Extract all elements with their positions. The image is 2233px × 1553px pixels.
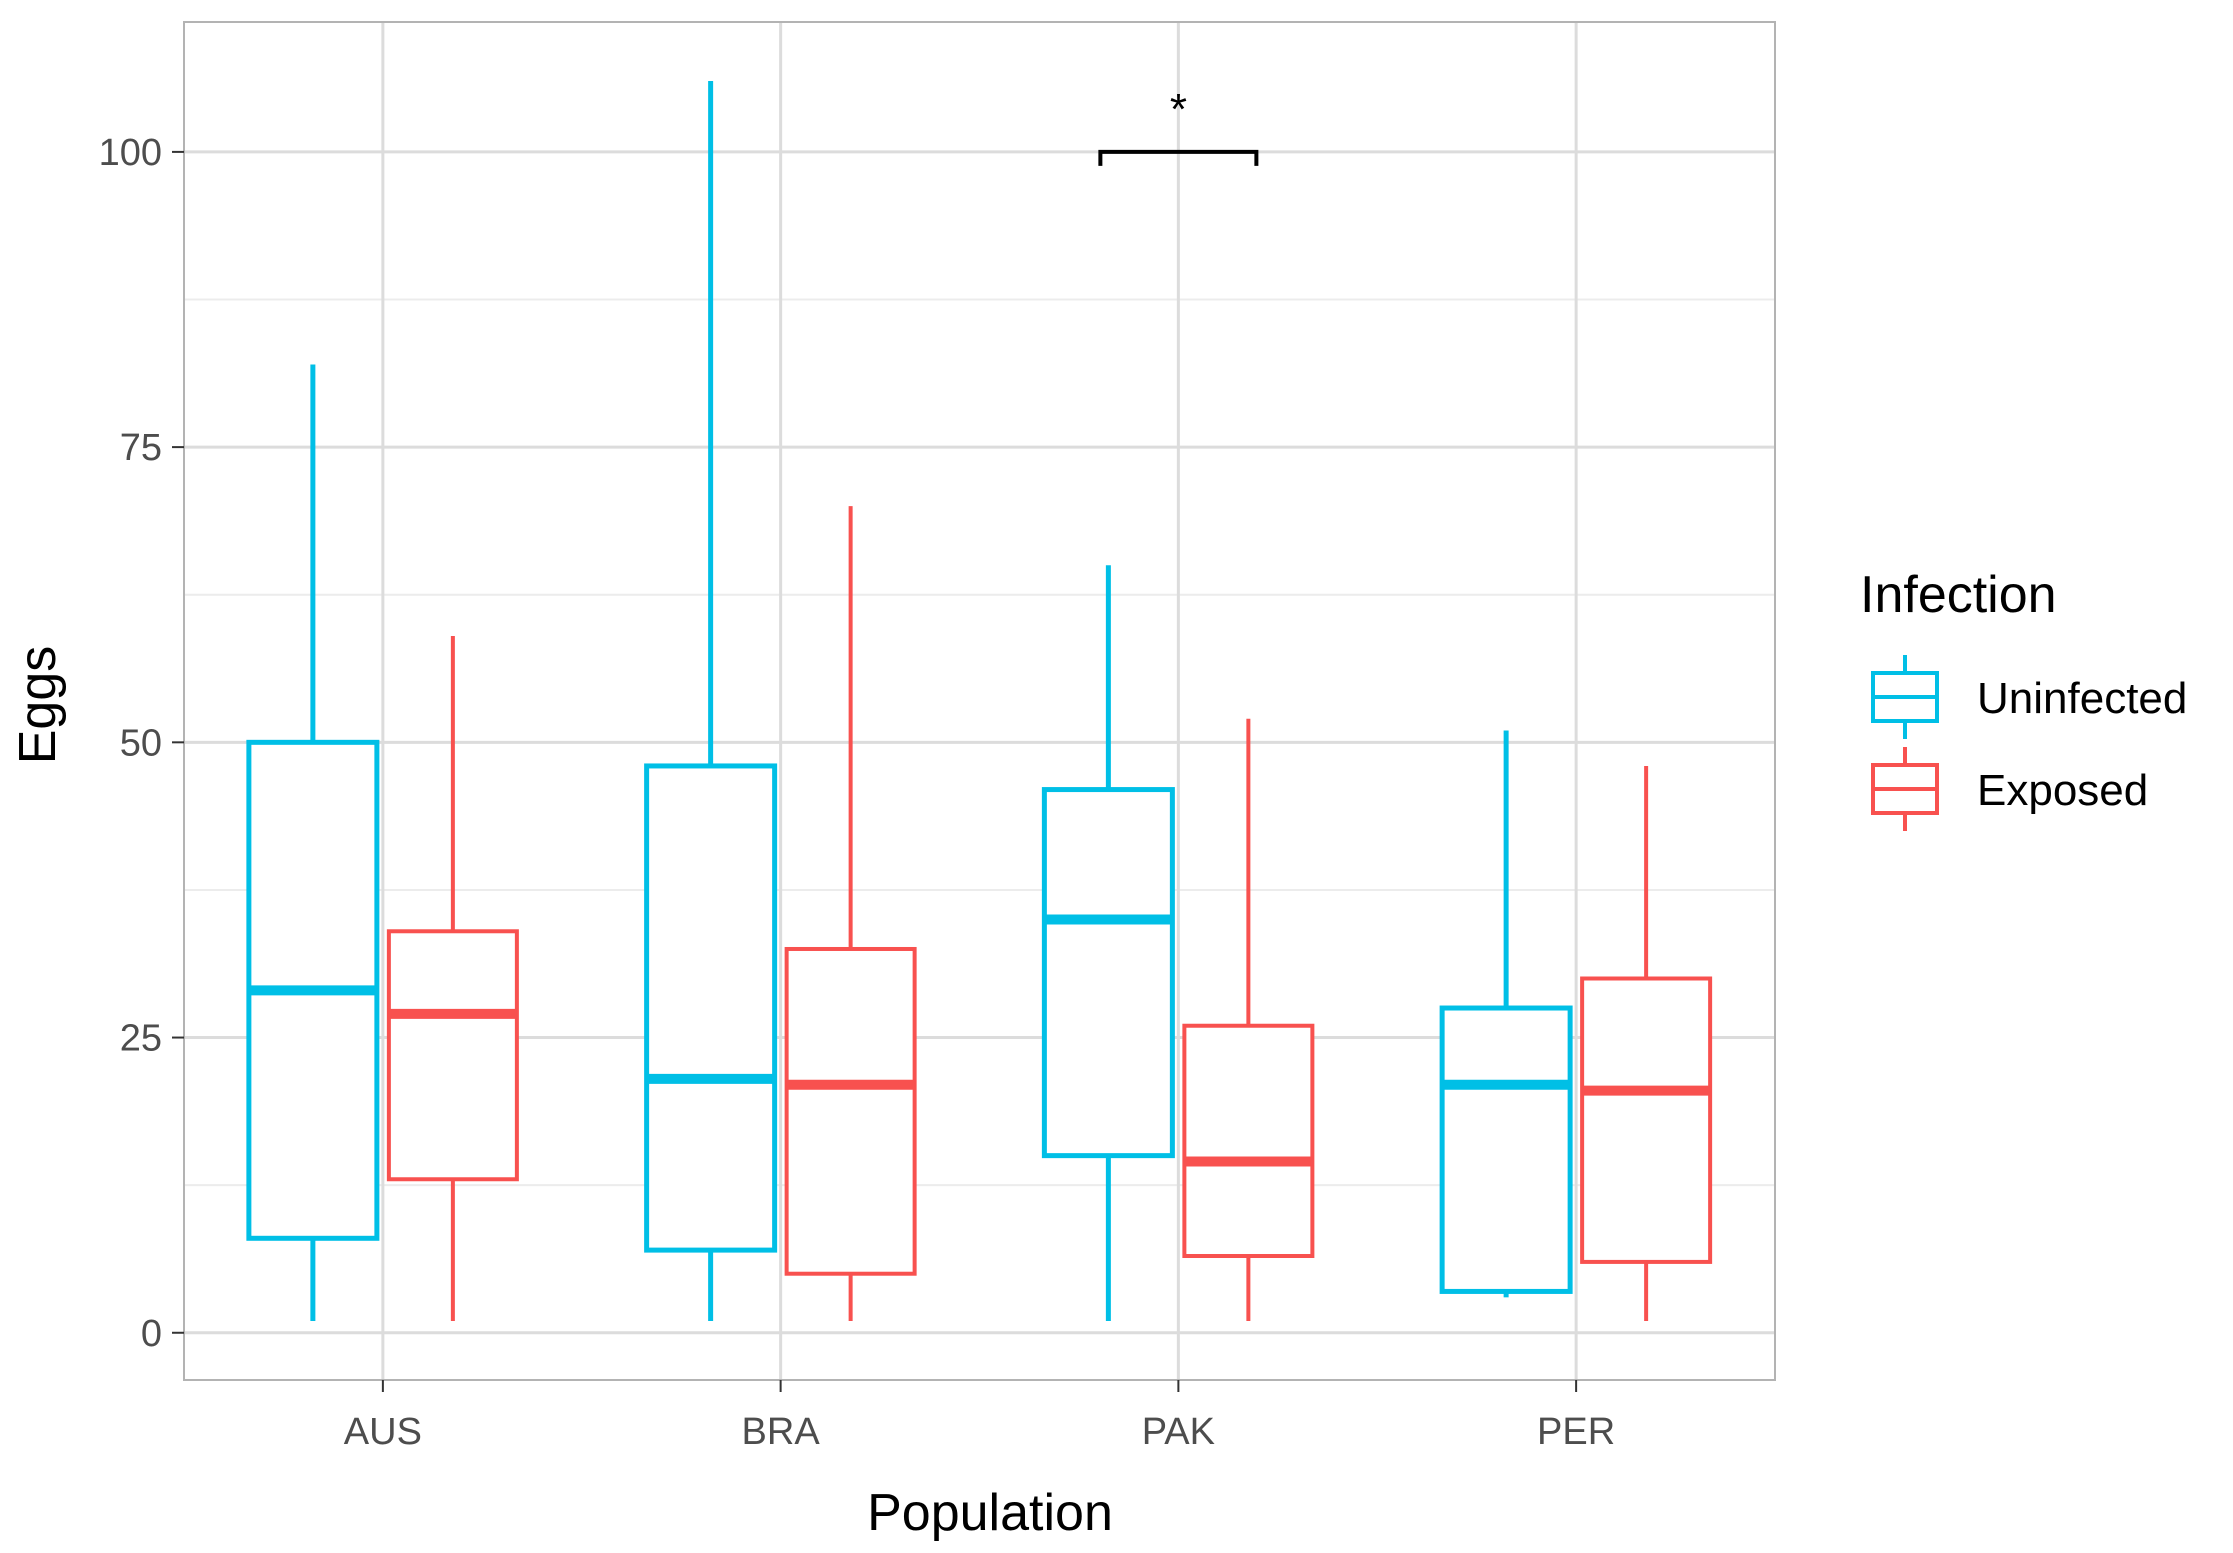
y-tick-label: 0	[141, 1313, 162, 1355]
iqr-box	[386, 929, 519, 1182]
x-tick-label: PER	[1537, 1411, 1615, 1453]
legend-title: Infection	[1860, 566, 2057, 624]
y-tick-label: 25	[120, 1018, 162, 1060]
box-uninfected-aus	[246, 364, 380, 1321]
box-groups	[246, 81, 1713, 1321]
x-tick-label: BRA	[742, 1411, 821, 1453]
x-tick-label: PAK	[1142, 1411, 1215, 1453]
box-exposed-pak	[1182, 718, 1315, 1321]
box-exposed-aus	[386, 636, 519, 1321]
legend: Infection Uninfected Exposed	[1860, 566, 2187, 831]
box-exposed-per	[1580, 765, 1713, 1321]
box-uninfected-per	[1439, 730, 1573, 1298]
y-axis-ticks: 0 25 50 75 100	[99, 132, 184, 1355]
legend-item-exposed: Exposed	[1871, 747, 2148, 831]
y-axis-title: Eggs	[9, 646, 67, 765]
iqr-box	[1439, 1005, 1573, 1294]
iqr-box	[1182, 1023, 1315, 1259]
box-uninfected-pak	[1041, 565, 1175, 1321]
x-tick-label: AUS	[344, 1411, 422, 1453]
legend-label: Exposed	[1977, 766, 2148, 815]
x-axis-ticks: AUS BRA PAK PER	[344, 1380, 1615, 1453]
legend-item-uninfected: Uninfected	[1871, 655, 2187, 739]
box-exposed-bra	[784, 506, 917, 1321]
iqr-box	[1580, 976, 1713, 1264]
significance-bracket	[1098, 149, 1259, 166]
panel-border	[183, 21, 1776, 1381]
box-uninfected-bra	[644, 81, 778, 1321]
significance-label: *	[1170, 85, 1187, 134]
iqr-box	[644, 763, 778, 1253]
y-tick-label: 100	[99, 132, 162, 174]
y-tick-label: 50	[120, 722, 162, 764]
significance-annotations: *	[1098, 85, 1259, 166]
iqr-box	[1041, 787, 1175, 1159]
legend-label: Uninfected	[1977, 674, 2187, 723]
iqr-box	[784, 946, 917, 1276]
x-axis-title: Population	[867, 1484, 1113, 1542]
y-tick-label: 75	[120, 427, 162, 469]
